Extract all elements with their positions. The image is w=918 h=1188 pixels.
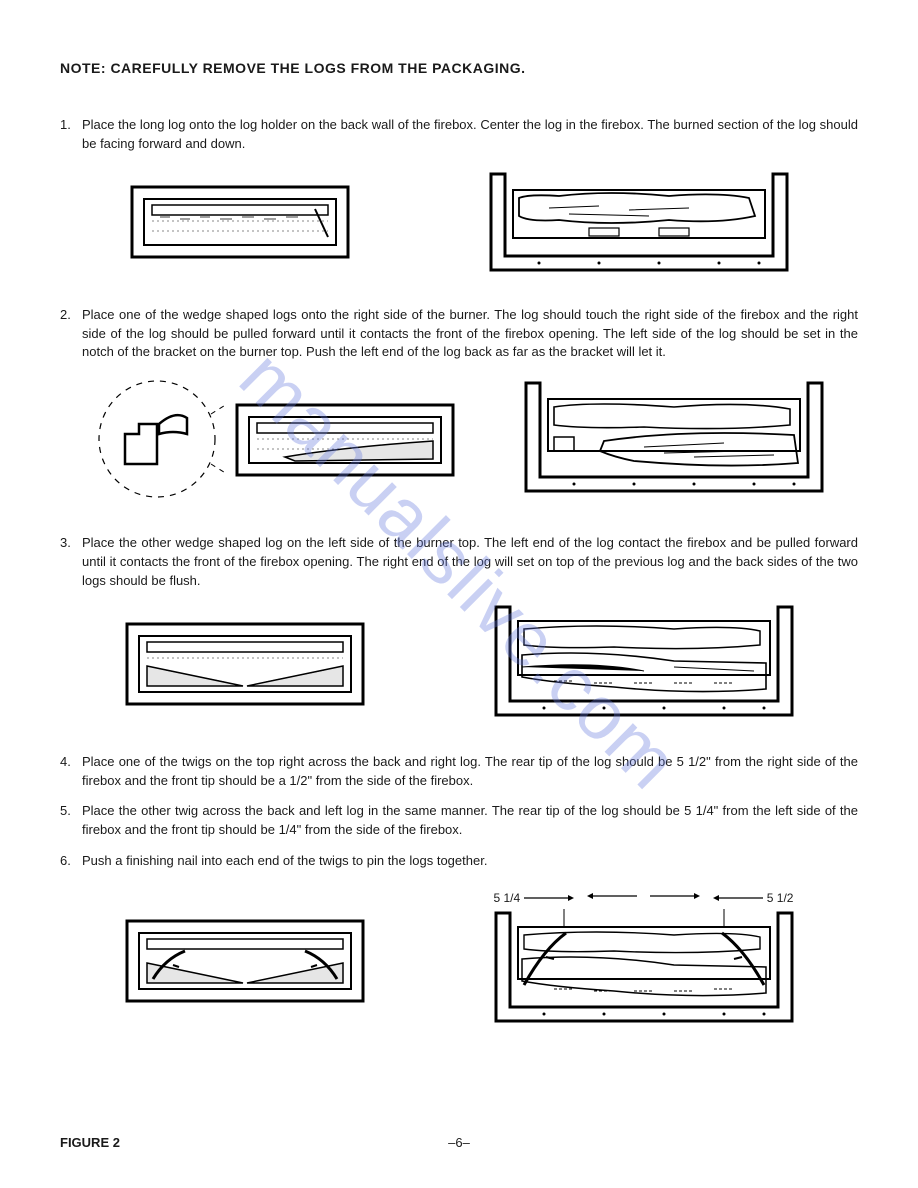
step-number: 2. [60,306,82,363]
diagram-step2-detail [95,374,225,504]
step-4: 4. Place one of the twigs on the top rig… [60,753,858,791]
step-text: Place one of the twigs on the top right … [82,753,858,791]
diagram-step3-left [125,618,365,708]
figure-label: FIGURE 2 [60,1135,120,1150]
step-number: 6. [60,852,82,871]
step-text: Place one of the wedge shaped logs onto … [82,306,858,363]
diagram-step3-right [494,603,794,723]
figure-row-2 [60,374,858,504]
step-number: 3. [60,534,82,591]
step-1: 1. Place the long log onto the log holde… [60,116,858,154]
step-number: 5. [60,802,82,840]
page-footer: FIGURE 2 –6– [60,1135,858,1150]
step-text: Push a finishing nail into each end of t… [82,852,858,871]
diagram-step1-left [130,181,350,261]
diagram-step6-left [125,915,365,1005]
figure-row-1 [60,166,858,276]
dim-left-label: 5 1/4 [494,891,521,905]
step-text: Place the long log onto the log holder o… [82,116,858,154]
page-number: –6– [448,1135,470,1150]
step-text: Place the other twig across the back and… [82,802,858,840]
step-2: 2. Place one of the wedge shaped logs on… [60,306,858,363]
step-number: 1. [60,116,82,154]
figure-row-3 [60,603,858,723]
diagram-step2-left [235,399,455,479]
dim-right-label: 5 1/2 [767,891,794,905]
step-text: Place the other wedge shaped log on the … [82,534,858,591]
step-5: 5. Place the other twig across the back … [60,802,858,840]
step-number: 4. [60,753,82,791]
diagram-step2-right [524,379,824,499]
figure-row-4: 5 1/4 5 1/2 [60,891,858,1029]
diagram-step6-right [494,909,794,1029]
step-6: 6. Push a finishing nail into each end o… [60,852,858,871]
diagram-step1-right [489,166,789,276]
note-heading: NOTE: CAREFULLY REMOVE THE LOGS FROM THE… [60,60,858,76]
step-3: 3. Place the other wedge shaped log on t… [60,534,858,591]
